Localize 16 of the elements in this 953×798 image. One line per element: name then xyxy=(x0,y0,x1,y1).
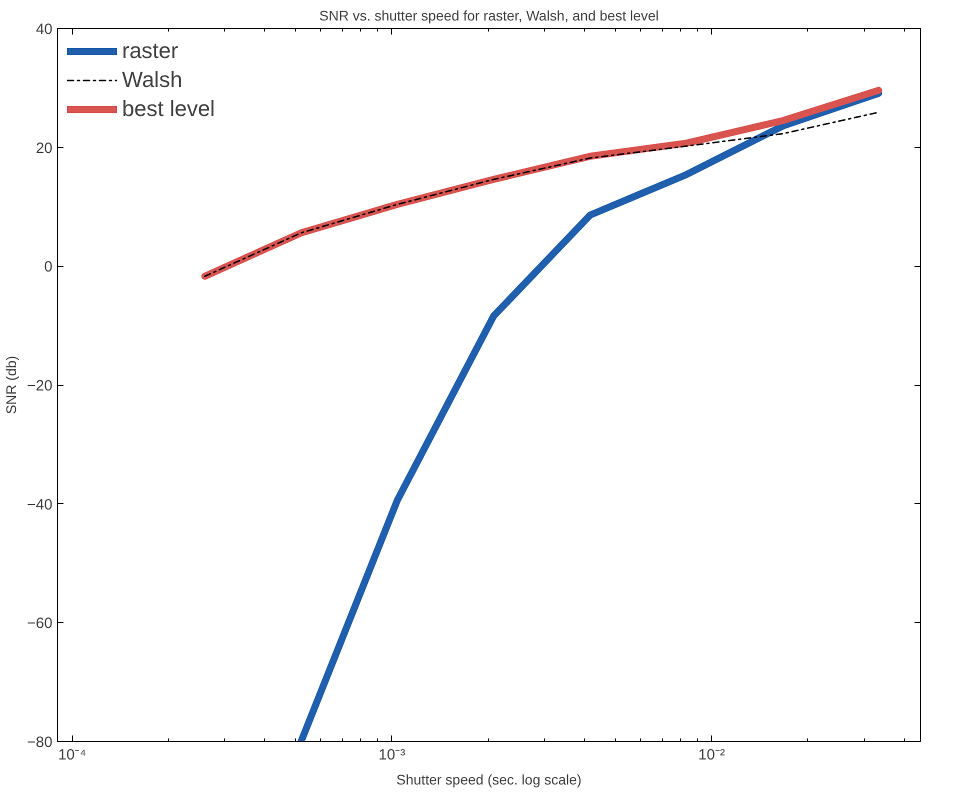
y-tick-label: −80 xyxy=(27,734,53,751)
legend-label: raster xyxy=(122,38,178,64)
legend-label: best level xyxy=(122,96,215,122)
y-axis-title: SNR (db) xyxy=(3,356,20,414)
x-tick-label: 10⁻³ xyxy=(378,746,406,764)
y-tick-label: −60 xyxy=(27,615,53,632)
y-tick-label: −40 xyxy=(27,496,53,514)
y-tick-label: 20 xyxy=(36,140,53,157)
chart-title: SNR vs. shutter speed for raster, Walsh, and best level xyxy=(319,8,659,24)
x-axis-title: Shutter speed (sec. log scale) xyxy=(396,772,582,788)
y-tick-label: 40 xyxy=(36,21,53,38)
legend-label: Walsh xyxy=(122,67,182,93)
y-tick-label: −20 xyxy=(27,378,53,394)
x-tick-label: 10⁻² xyxy=(698,746,725,764)
y-tick-label: 0 xyxy=(44,258,52,276)
x-tick-label: 10⁻⁴ xyxy=(58,746,86,764)
